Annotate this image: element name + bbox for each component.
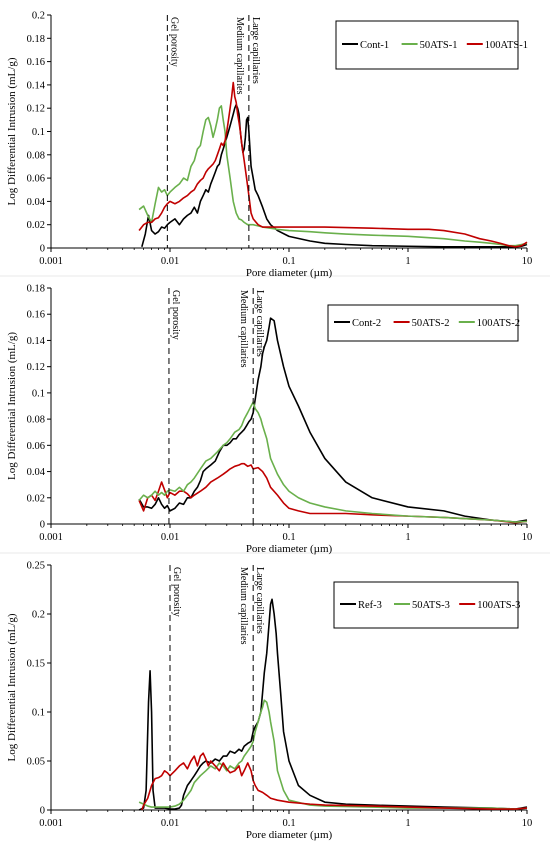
large-capillaries-label: Large capillaries xyxy=(250,17,261,84)
x-axis-title: Pore diameter (µm) xyxy=(246,543,333,555)
y-axis-title: Log Differential Intrusion (mL/g) xyxy=(6,57,18,205)
series-line-100ats-3 xyxy=(141,752,528,811)
legend: Cont-1 50ATS-1 100ATS-1 xyxy=(335,20,528,70)
chart-panel-2: 0 0.02 0.04 0.06 0.08 0.1 0.12 0.14 0.16 0.18 0.00… xyxy=(6,284,532,556)
legend-label: Cont-2 xyxy=(352,318,381,329)
y-tick-label: 0.1 xyxy=(32,388,45,399)
y-tick-label: 0.18 xyxy=(27,284,45,295)
y-tick-label: 0.25 xyxy=(27,561,45,572)
y-tick-label: 0.15 xyxy=(27,659,45,670)
y-tick-label: 0.04 xyxy=(27,467,46,478)
series-line-50ats-3 xyxy=(138,699,528,810)
y-tick-label: 0 xyxy=(40,520,45,531)
y-tick-label: 0.14 xyxy=(27,336,46,347)
legend-label: 100ATS-3 xyxy=(477,600,520,611)
y-tick-label: 0 xyxy=(40,806,45,817)
medium-capillaries-label: Medium capillaries xyxy=(234,17,245,95)
y-tick-label: 0.12 xyxy=(27,362,45,373)
x-tick-label: 0.01 xyxy=(161,256,179,267)
x-tick-label: 1 xyxy=(405,532,410,543)
legend: Cont-2 50ATS-2 100ATS-2 xyxy=(327,304,520,342)
y-tick-label: 0.02 xyxy=(27,493,45,504)
y-tick-label: 0.1 xyxy=(32,708,45,719)
x-tick-label: 10 xyxy=(522,532,533,543)
gel-porosity-label: Gel porosity xyxy=(171,567,182,617)
y-tick-label: 0.1 xyxy=(32,127,45,138)
gel-porosity-label: Gel porosity xyxy=(170,290,181,340)
x-tick-label: 0.1 xyxy=(282,532,295,543)
y-tick-label: 0.12 xyxy=(27,104,45,115)
series-line-100ats-2 xyxy=(138,401,528,523)
series-line-ref-3 xyxy=(138,598,528,811)
y-tick-label: 0.06 xyxy=(27,441,45,452)
large-capillaries-label: Large capillaries xyxy=(254,290,265,357)
x-tick-label: 0.01 xyxy=(161,532,179,543)
legend-label: 50ATS-2 xyxy=(412,318,450,329)
y-tick-label: 0.08 xyxy=(27,415,45,426)
medium-capillaries-label: Medium capillaries xyxy=(238,290,249,368)
x-tick-label: 10 xyxy=(522,256,533,267)
x-tick-label: 0.001 xyxy=(39,256,63,267)
x-tick-label: 0.1 xyxy=(282,818,295,829)
legend-box xyxy=(327,304,519,342)
legend-box xyxy=(333,581,519,629)
chart-panel-1: 0 0.02 0.04 0.06 0.08 0.1 0.12 0.14 0.16 0.18 0.2 0… xyxy=(6,11,532,280)
y-axis-title: Log Differential Intrusion (mL/g) xyxy=(6,332,18,480)
y-axis-title: Log Differential Intrusion (mL/g) xyxy=(6,613,18,761)
y-tick-label: 0.08 xyxy=(27,150,45,161)
y-tick-label: 0.05 xyxy=(27,757,45,768)
x-tick-label: 10 xyxy=(522,818,533,829)
legend-label: 50ATS-1 xyxy=(420,40,458,51)
legend-box xyxy=(335,20,519,70)
series-line-cont-2 xyxy=(138,317,528,523)
x-tick-label: 0.1 xyxy=(282,256,295,267)
y-tick-label: 0.02 xyxy=(27,220,45,231)
legend-label: 100ATS-1 xyxy=(485,40,528,51)
legend-label: Cont-1 xyxy=(360,40,389,51)
y-tick-label: 0.16 xyxy=(27,57,45,68)
x-tick-label: 0.001 xyxy=(39,818,63,829)
x-tick-label: 1 xyxy=(405,256,410,267)
medium-capillaries-label: Medium capillaries xyxy=(238,567,249,645)
series-line-50ats-2 xyxy=(138,462,528,524)
y-tick-label: 0 xyxy=(40,244,45,255)
series-line-100ats-1 xyxy=(138,81,528,248)
y-tick-label: 0.2 xyxy=(32,11,45,22)
y-tick-label: 0.04 xyxy=(27,197,46,208)
x-tick-label: 1 xyxy=(405,818,410,829)
y-tick-label: 0.2 xyxy=(32,610,45,621)
legend-label: 100ATS-2 xyxy=(477,318,520,329)
series-line-cont-1 xyxy=(141,103,528,248)
y-tick-label: 0.14 xyxy=(27,80,46,91)
legend-label: Ref-3 xyxy=(358,600,382,611)
chart-panel-3: 0 0.05 0.1 0.15 0.2 0.25 0.001 0.01 0.1 1 10 Pore d… xyxy=(6,561,532,842)
legend: Ref-3 50ATS-3 100ATS-3 xyxy=(333,581,520,629)
gel-porosity-label: Gel porosity xyxy=(168,17,179,67)
series-line-50ats-1 xyxy=(138,105,528,247)
x-tick-label: 0.01 xyxy=(161,818,179,829)
y-tick-label: 0.16 xyxy=(27,310,45,321)
x-axis-title: Pore diameter (µm) xyxy=(246,829,333,841)
x-axis-title: Pore diameter (µm) xyxy=(246,267,333,279)
legend-label: 50ATS-3 xyxy=(412,600,450,611)
x-tick-label: 0.001 xyxy=(39,532,63,543)
large-capillaries-label: Large capillaries xyxy=(254,567,265,634)
y-tick-label: 0.18 xyxy=(27,34,45,45)
y-tick-label: 0.06 xyxy=(27,174,45,185)
